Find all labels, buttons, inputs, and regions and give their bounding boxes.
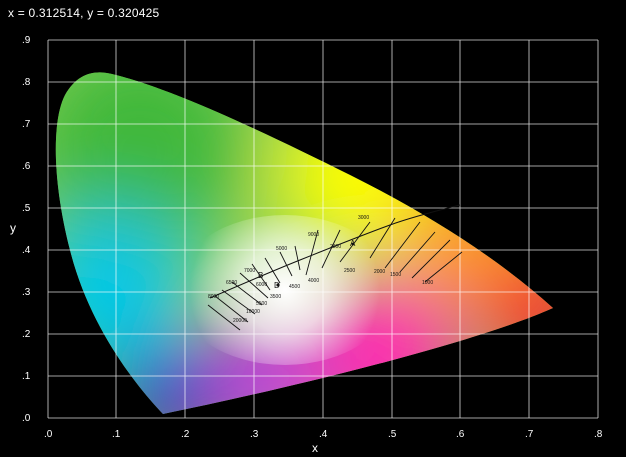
- isotemperature-lines: [207, 217, 463, 331]
- cct-label: 20000: [233, 318, 247, 324]
- cursor-marker: [276, 283, 280, 287]
- y-tick: .1: [22, 371, 31, 382]
- cct-label: 1500: [390, 272, 401, 278]
- cct-label: 10000: [246, 309, 260, 315]
- x-tick: .6: [456, 429, 465, 440]
- cct-label: 1000: [422, 280, 433, 286]
- coordinate-readout: x = 0.312514, y = 0.320425: [8, 6, 160, 20]
- y-tick: .9: [22, 35, 31, 46]
- cct-label: 7000: [244, 268, 255, 274]
- cct-label: 9000: [308, 232, 319, 238]
- x-tick: .2: [181, 429, 190, 440]
- x-tick: .5: [388, 429, 397, 440]
- y-axis-title: y: [10, 221, 16, 235]
- x-tick: .7: [525, 429, 534, 440]
- y-tick: .4: [22, 245, 31, 256]
- cct-label: 2000: [374, 269, 385, 275]
- cct-labels: 3000 2500 2000 1500 1000 9000 7000 5000 …: [208, 215, 433, 324]
- spectral-locus-fill: [55, 72, 553, 415]
- cct-label: 5500: [256, 301, 267, 307]
- cct-label: 4500: [289, 284, 300, 290]
- white-point-markers: A B D: [258, 239, 356, 290]
- x-tick: .1: [112, 429, 121, 440]
- cct-label: 6000: [256, 282, 267, 288]
- x-tick: .0: [44, 429, 53, 440]
- y-tick: .3: [22, 287, 31, 298]
- y-tick: .7: [22, 119, 31, 130]
- x-tick: .4: [319, 429, 328, 440]
- y-tick: .5: [22, 203, 31, 214]
- x-axis-title: x: [312, 441, 318, 455]
- cct-label: 3500: [270, 294, 281, 300]
- cct-label: 2500: [344, 268, 355, 274]
- y-tick: .8: [22, 77, 31, 88]
- x-tick: .8: [594, 429, 603, 440]
- y-tick: .0: [22, 413, 31, 424]
- cct-label: 4000: [308, 278, 319, 284]
- cct-label: 6500: [226, 280, 237, 286]
- cct-label: 8000: [208, 294, 219, 300]
- marker-b: B: [258, 271, 263, 280]
- x-tick: .3: [250, 429, 259, 440]
- cct-label: 5000: [276, 246, 287, 252]
- grid: [47, 39, 599, 419]
- y-axis-ticks: .0 .1 .2 .3 .4 .5 .6 .7 .8 .9: [22, 35, 31, 424]
- x-axis-ticks: .0 .1 .2 .3 .4 .5 .6 .7 .8: [44, 429, 603, 440]
- y-tick: .6: [22, 161, 31, 172]
- planckian-locus: [209, 204, 461, 299]
- cct-label: 3000: [358, 215, 369, 221]
- y-tick: .2: [22, 329, 31, 340]
- illuminant-a-dot: [351, 242, 355, 246]
- cct-label: 2800: [330, 244, 341, 250]
